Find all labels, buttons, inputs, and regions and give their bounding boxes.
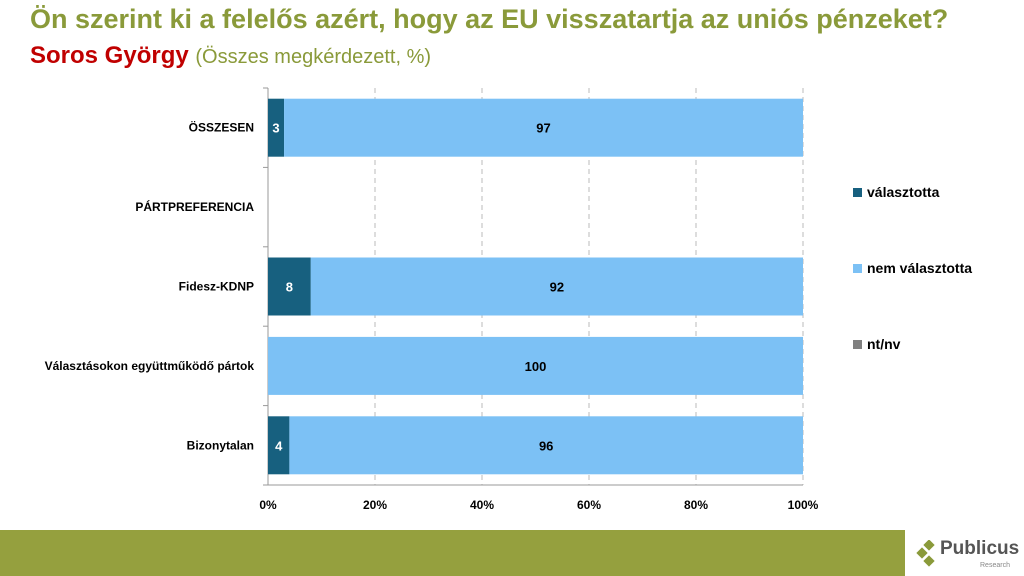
x-tick-label: 100% <box>788 498 819 512</box>
bar-segment <box>268 336 803 395</box>
x-tick-label: 0% <box>259 498 277 512</box>
subtitle-main: Soros György <box>30 42 189 69</box>
legend-label: nt/nv <box>867 336 901 352</box>
x-tick-label: 60% <box>577 498 601 512</box>
bar-segment <box>268 257 311 316</box>
data-label: 100 <box>525 359 547 374</box>
subtitle-note: (Összes megkérdezett, %) <box>195 46 432 68</box>
bar-chart: 0% 20% 40% 60% 80% 100% ÖSSZESEN 3 97 PÁRTPREFERE… <box>45 87 972 512</box>
chart-subtitle: Soros György (Összes megkérdezett, %) <box>30 42 431 70</box>
legend-swatch <box>853 188 862 197</box>
data-label: 8 <box>286 280 293 295</box>
data-label: 97 <box>536 121 550 136</box>
category-label: ÖSSZESEN <box>189 120 254 135</box>
chart-title: Ön szerint ki a felelős azért, hogy az E… <box>30 4 949 34</box>
bar-segment <box>268 416 290 475</box>
category-label: Választásokon együttműködő pártok <box>45 359 255 373</box>
data-label: 92 <box>550 280 564 295</box>
bar-segment <box>268 98 285 157</box>
data-label: 3 <box>272 121 279 136</box>
data-label: 4 <box>275 438 283 453</box>
bar-segment <box>310 257 803 316</box>
category-label: Bizonytalan <box>187 438 254 452</box>
publicus-logo: Publicus Research <box>916 538 1024 576</box>
x-tick-label: 80% <box>684 498 708 512</box>
bar-segment <box>284 98 803 157</box>
x-tick-label: 20% <box>363 498 387 512</box>
logo-sub: Research <box>980 562 1010 569</box>
x-tick-label: 40% <box>470 498 494 512</box>
footer-bar <box>0 530 905 576</box>
legend-swatch <box>853 264 862 273</box>
category-label: Fidesz-KDNP <box>179 280 254 294</box>
bar-segment <box>289 416 803 475</box>
legend-swatch <box>853 340 862 349</box>
data-label: 96 <box>539 438 553 453</box>
logo-name: Publicus <box>940 538 1020 559</box>
logo-diamond-icon <box>916 540 935 567</box>
category-label: PÁRTPREFERENCIA <box>135 199 254 214</box>
legend-label: választotta <box>867 184 940 200</box>
legend-label: nem választotta <box>867 260 972 276</box>
